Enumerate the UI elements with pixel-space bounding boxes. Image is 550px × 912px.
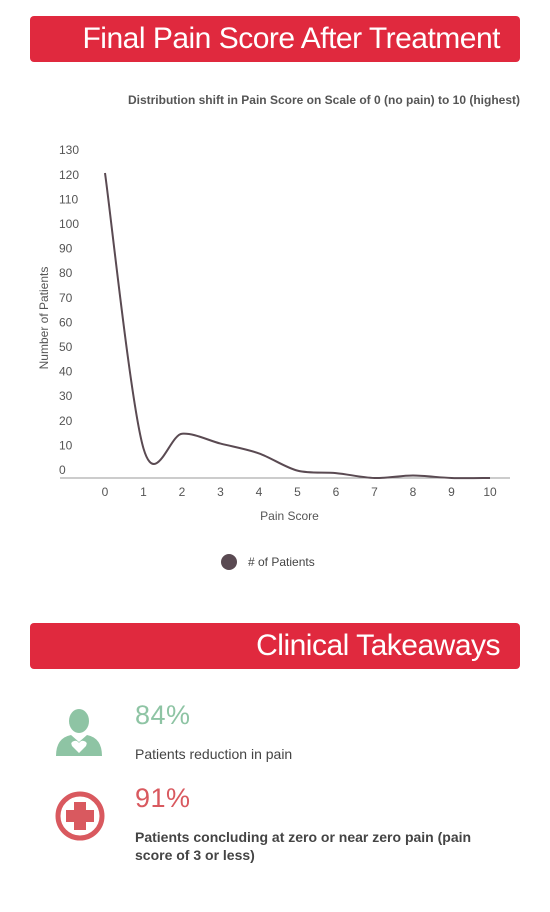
x-tick-label: 10 — [483, 485, 497, 499]
y-tick-label: 120 — [59, 168, 79, 182]
legend-label: # of Patients — [248, 555, 315, 569]
legend: # of Patients — [221, 554, 315, 570]
y-tick-label: 0 — [59, 463, 66, 477]
y-tick-label: 80 — [59, 266, 73, 280]
x-axis-title: Pain Score — [260, 509, 319, 523]
x-tick-label: 7 — [371, 485, 378, 499]
x-tick-label: 1 — [140, 485, 147, 499]
y-tick-label: 30 — [59, 389, 73, 403]
series-line — [104, 172, 491, 480]
legend-marker — [221, 554, 237, 570]
x-tick-label: 9 — [448, 485, 455, 499]
chart-title: Final Pain Score After Treatment — [82, 22, 500, 55]
person-heart-icon — [56, 709, 102, 756]
y-tick-label: 100 — [59, 217, 79, 231]
y-tick-label: 70 — [59, 291, 73, 305]
y-tick-label: 110 — [59, 192, 78, 206]
x-tick-label: 2 — [179, 485, 186, 499]
y-tick-label: 10 — [59, 438, 73, 452]
x-tick-label: 6 — [333, 485, 340, 499]
y-tick-label: 90 — [59, 242, 73, 256]
takeaway-text: Patients reduction in pain — [135, 746, 293, 762]
y-axis-title: Number of Patients — [37, 267, 51, 370]
y-tick-label: 40 — [59, 365, 73, 379]
takeaway-value: 84% — [135, 700, 191, 730]
chart-title-banner: Final Pain Score After Treatment — [30, 16, 520, 62]
y-tick-label: 130 — [59, 143, 79, 157]
takeaway-value: 91% — [135, 783, 191, 813]
x-tick-label: 5 — [294, 485, 301, 499]
medical-cross-icon — [55, 791, 105, 841]
y-tick-label: 20 — [59, 414, 73, 428]
y-tick-label: 50 — [59, 340, 73, 354]
y-tick-label: 60 — [59, 315, 73, 329]
x-tick-label: 8 — [410, 485, 417, 499]
x-tick-label: 4 — [256, 485, 263, 499]
chart-subtitle: Distribution shift in Pain Score on Scal… — [127, 93, 520, 107]
section-banner: Clinical Takeaways — [30, 623, 520, 669]
section-title: Clinical Takeaways — [256, 629, 500, 662]
takeaway-text: Patients concluding at zero or near zero… — [135, 829, 472, 863]
x-tick-label: 3 — [217, 485, 224, 499]
x-tick-label: 0 — [102, 485, 109, 499]
